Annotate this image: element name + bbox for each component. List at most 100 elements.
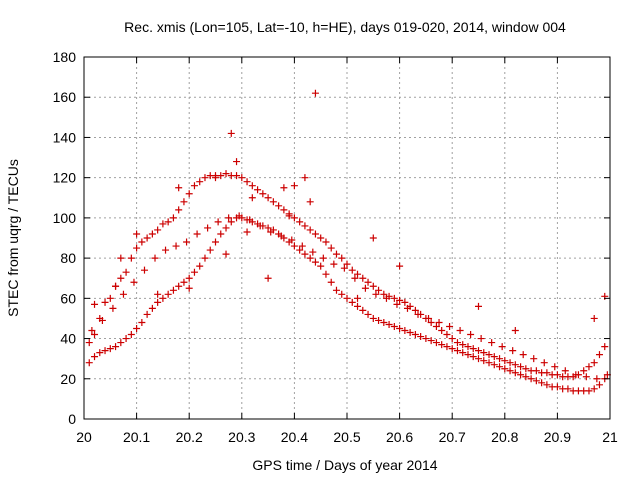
data-point (91, 300, 99, 308)
data-point (122, 335, 130, 343)
data-point (343, 294, 351, 302)
data-point (296, 246, 304, 254)
data-point (406, 329, 414, 337)
data-point (164, 290, 172, 298)
data-point (432, 339, 440, 347)
data-point (133, 244, 141, 252)
data-point (359, 274, 367, 282)
data-point (101, 347, 109, 355)
data-point (354, 270, 362, 278)
data-point (380, 290, 388, 298)
data-point (290, 214, 298, 222)
data-point (393, 300, 401, 308)
data-point (280, 184, 288, 192)
data-point (327, 244, 335, 252)
data-point (372, 290, 380, 298)
data-point (175, 282, 183, 290)
data-point (354, 302, 362, 310)
data-point (311, 258, 319, 266)
data-point (243, 228, 251, 236)
data-point (498, 343, 506, 351)
data-point (517, 371, 525, 379)
data-point (96, 349, 104, 357)
y-axis-ticks: 0 20 40 60 80 100 120 140 160 180 (53, 49, 610, 427)
data-point (438, 341, 446, 349)
data-point (148, 304, 156, 312)
data-point (309, 248, 317, 256)
data-point (248, 194, 256, 202)
x-tick-label: 20.4 (281, 429, 308, 445)
data-point (475, 302, 482, 310)
data-point (264, 194, 272, 202)
data-point (390, 294, 398, 302)
data-point (459, 341, 467, 349)
data-point (530, 355, 538, 363)
data-point (164, 218, 172, 226)
data-point (427, 318, 435, 326)
data-point (340, 264, 348, 272)
data-point (595, 351, 603, 359)
data-point (448, 345, 456, 353)
data-point (306, 198, 314, 206)
data-point (130, 278, 138, 286)
data-point (488, 339, 496, 347)
data-point (443, 343, 451, 351)
data-point (359, 306, 367, 314)
data-point (235, 212, 243, 220)
data-point (443, 331, 451, 339)
data-point (380, 318, 388, 326)
data-point (403, 304, 411, 312)
data-point (159, 294, 167, 302)
data-point (317, 234, 325, 242)
data-point (464, 343, 472, 351)
data-point (432, 322, 440, 330)
data-point (369, 314, 377, 322)
y-tick-label: 60 (60, 290, 76, 306)
data-point (162, 246, 170, 254)
data-point (446, 322, 454, 330)
data-point (553, 383, 561, 391)
data-point (343, 260, 351, 268)
data-point (553, 371, 561, 379)
data-point (206, 246, 214, 254)
data-point (561, 367, 569, 375)
data-point (396, 296, 404, 304)
data-point (375, 286, 383, 294)
data-point (595, 381, 603, 389)
x-tick-label: 20 (76, 429, 92, 445)
data-point (369, 234, 377, 242)
data-point (385, 320, 393, 328)
data-point (522, 365, 530, 373)
data-point (580, 367, 588, 375)
data-point (369, 282, 377, 290)
y-tick-label: 0 (68, 411, 76, 427)
data-point (222, 250, 230, 258)
data-point (427, 337, 435, 345)
y-axis-label: STEC from uqrg / TECUs (5, 159, 21, 317)
data-point (133, 230, 141, 238)
data-point (85, 339, 93, 347)
data-point (288, 236, 296, 244)
data-point (117, 274, 125, 282)
data-point (154, 290, 162, 298)
data-point (122, 268, 130, 276)
data-point (601, 343, 609, 351)
x-tick-label: 20.6 (386, 429, 413, 445)
data-point (127, 254, 135, 262)
data-point (511, 327, 519, 335)
data-point (532, 377, 540, 385)
grid-lines (84, 57, 610, 419)
data-point (511, 361, 519, 369)
data-point (193, 230, 201, 238)
x-tick-label: 20.2 (176, 429, 203, 445)
x-tick-label: 20.8 (491, 429, 518, 445)
data-point (469, 353, 477, 361)
data-point (127, 331, 135, 339)
data-point (264, 274, 272, 282)
data-point (296, 218, 304, 226)
data-point (159, 220, 167, 228)
data-point (256, 222, 264, 230)
data-point (140, 266, 148, 274)
data-point (532, 367, 540, 375)
